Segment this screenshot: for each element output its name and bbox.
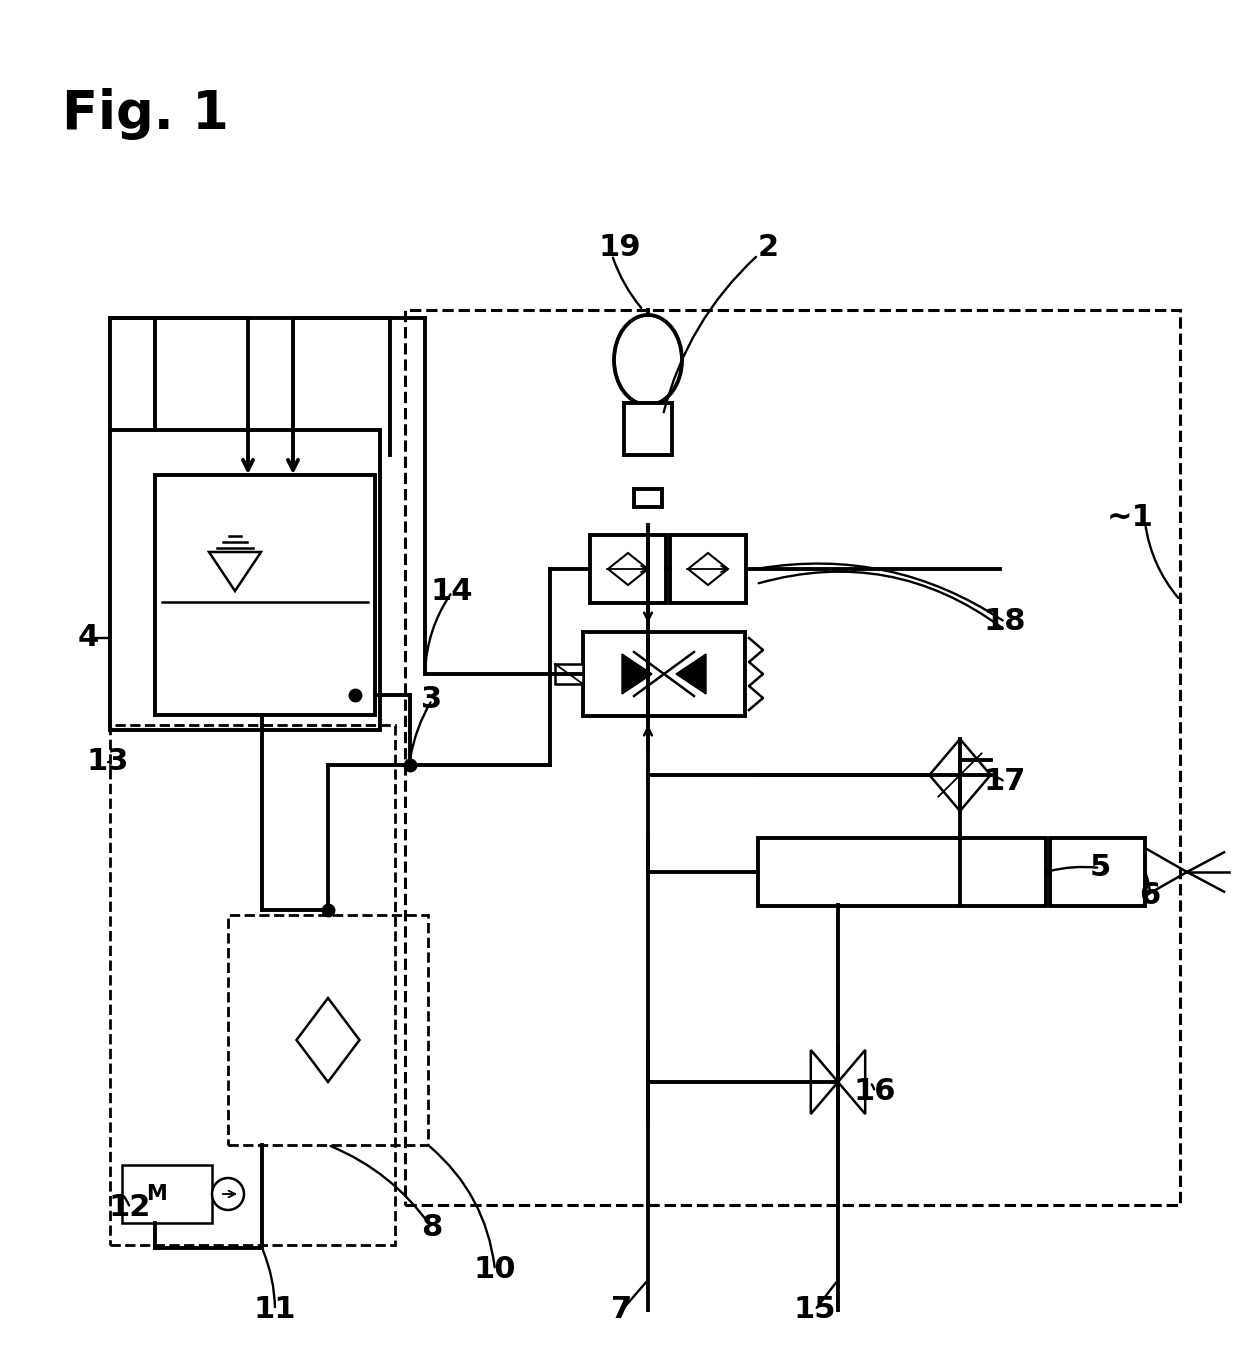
Polygon shape bbox=[622, 654, 652, 694]
Polygon shape bbox=[676, 654, 706, 694]
Bar bbox=[590, 535, 666, 604]
Text: 14: 14 bbox=[430, 578, 474, 606]
Text: 15: 15 bbox=[794, 1295, 836, 1324]
Bar bbox=[583, 632, 745, 716]
Bar bbox=[634, 488, 662, 508]
Text: 4: 4 bbox=[77, 623, 99, 653]
Text: 17: 17 bbox=[983, 767, 1027, 797]
Bar bbox=[670, 535, 746, 604]
Bar bbox=[1050, 838, 1145, 906]
Circle shape bbox=[212, 1179, 244, 1210]
Ellipse shape bbox=[614, 316, 682, 405]
Text: 5: 5 bbox=[1090, 853, 1111, 882]
Bar bbox=[155, 475, 374, 715]
Text: Fig. 1: Fig. 1 bbox=[62, 88, 229, 140]
Text: 18: 18 bbox=[983, 608, 1027, 637]
Text: 2: 2 bbox=[758, 233, 779, 262]
Text: 8: 8 bbox=[422, 1213, 443, 1243]
Text: 11: 11 bbox=[254, 1295, 296, 1324]
Text: 10: 10 bbox=[474, 1255, 516, 1284]
Text: ~1: ~1 bbox=[1106, 504, 1153, 532]
Bar bbox=[758, 838, 1047, 906]
Bar bbox=[624, 403, 672, 456]
Bar bbox=[122, 1165, 212, 1222]
Text: 6: 6 bbox=[1140, 881, 1161, 910]
Text: 7: 7 bbox=[611, 1295, 632, 1324]
Bar bbox=[556, 664, 583, 685]
Text: 19: 19 bbox=[599, 233, 641, 262]
Text: 12: 12 bbox=[109, 1194, 151, 1222]
Bar bbox=[110, 429, 379, 730]
Text: M: M bbox=[146, 1184, 166, 1205]
Text: 16: 16 bbox=[854, 1077, 897, 1106]
Text: 3: 3 bbox=[422, 686, 443, 715]
Text: 13: 13 bbox=[87, 748, 129, 777]
